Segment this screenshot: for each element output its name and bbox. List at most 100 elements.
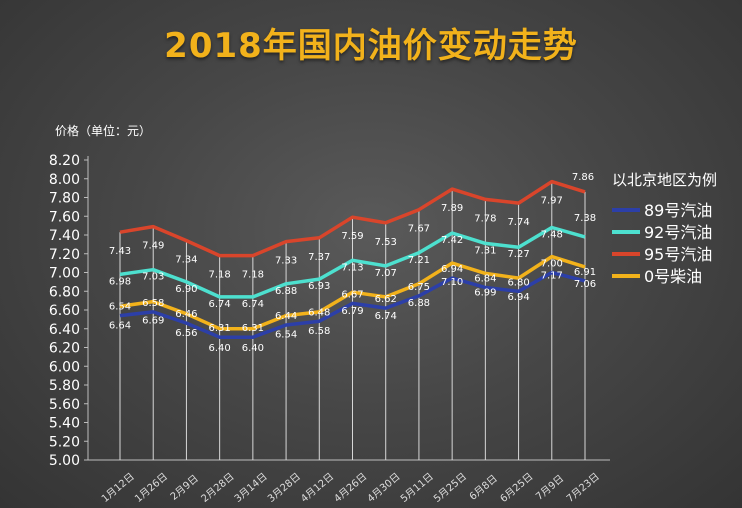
- data-label: 6.93: [308, 281, 330, 292]
- data-label: 6.94: [441, 264, 463, 275]
- data-label: 7.07: [375, 268, 397, 279]
- data-label: 7.97: [541, 196, 563, 207]
- series-line-95号汽油: [119, 179, 586, 258]
- data-label: 7.67: [408, 224, 430, 235]
- x-tick-label: 5月25日: [431, 471, 469, 505]
- data-label: 6.31: [242, 323, 264, 334]
- data-label: 6.74: [375, 311, 397, 322]
- data-label: 6.46: [175, 309, 197, 320]
- data-label: 7.31: [474, 245, 496, 256]
- data-label: 6.98: [109, 276, 131, 287]
- data-label: 6.40: [242, 343, 264, 354]
- data-label: 7.21: [408, 255, 430, 266]
- data-label: 6.58: [142, 298, 164, 309]
- y-tick-label: 6.20: [49, 341, 80, 357]
- data-label: 7.17: [541, 271, 563, 282]
- data-label: 6.84: [474, 274, 496, 285]
- y-tick-label: 6.80: [49, 284, 80, 300]
- data-label: 6.69: [142, 316, 164, 327]
- data-label: 7.89: [441, 203, 463, 214]
- series-line-92号汽油: [119, 225, 586, 299]
- y-tick-label: 5.20: [49, 434, 80, 450]
- y-tick-label: 7.40: [49, 228, 80, 244]
- data-label: 7.27: [507, 249, 529, 260]
- data-label: 7.74: [507, 217, 529, 228]
- data-label: 6.44: [275, 311, 297, 322]
- y-tick-label: 8.00: [49, 172, 80, 188]
- x-tick-label: 3月28日: [265, 471, 303, 505]
- y-tick-label: 5.60: [49, 397, 80, 413]
- y-tick-label: 6.40: [49, 322, 80, 338]
- data-label: 7.37: [308, 252, 330, 263]
- x-tick-label: 3月14日: [232, 471, 270, 505]
- data-label: 6.54: [109, 302, 131, 313]
- y-tick-label: 6.00: [49, 359, 80, 375]
- data-label: 6.48: [308, 307, 330, 318]
- data-label: 6.74: [209, 299, 231, 310]
- data-label: 6.58: [308, 326, 330, 337]
- y-tick-label: 5.00: [49, 453, 80, 469]
- data-label: 7.42: [441, 235, 463, 246]
- legend-label: 95号汽油: [644, 245, 712, 264]
- data-label: 7.34: [175, 255, 197, 266]
- y-axis-label: 价格（单位：元）: [55, 123, 151, 138]
- y-tick-label: 5.80: [49, 378, 80, 394]
- data-label: 7.10: [441, 277, 463, 288]
- legend-label: 92号汽油: [644, 223, 712, 242]
- data-label: 6.64: [109, 320, 131, 331]
- y-tick-label: 6.60: [49, 303, 80, 319]
- x-tick-label: 2月28日: [199, 471, 237, 505]
- data-label: 6.74: [242, 299, 264, 310]
- data-label: 6.67: [341, 289, 363, 300]
- y-tick-label: 7.00: [49, 266, 80, 282]
- data-label: 7.53: [375, 237, 397, 248]
- y-tick-label: 7.20: [49, 247, 80, 263]
- series-line-89号汽油: [119, 270, 586, 339]
- data-label: 7.43: [109, 246, 131, 257]
- data-label: 6.99: [474, 287, 496, 298]
- data-label: 6.94: [507, 292, 529, 303]
- data-label: 6.75: [408, 282, 430, 293]
- data-label: 7.03: [142, 272, 164, 283]
- legend-label: 89号汽油: [644, 201, 712, 220]
- series-line-0号柴油: [119, 254, 586, 331]
- x-tick-label: 5月11日: [398, 471, 436, 505]
- data-label: 6.31: [209, 323, 231, 334]
- x-tick-label: 1月26日: [132, 471, 170, 505]
- legend-label: 0号柴油: [644, 267, 702, 286]
- x-tick-label: 4月30日: [365, 471, 403, 505]
- data-label: 7.38: [574, 213, 596, 224]
- x-tick-label: 4月26日: [332, 471, 370, 505]
- data-label: 7.59: [341, 231, 363, 242]
- data-label: 6.62: [375, 294, 397, 305]
- data-label: 7.18: [209, 270, 231, 281]
- data-label: 7.13: [341, 262, 363, 273]
- x-tick-label: 2月9日: [168, 473, 201, 503]
- data-label: 7.48: [541, 230, 563, 241]
- data-label: 6.88: [275, 286, 297, 297]
- legend-title: 以北京地区为例: [612, 171, 717, 189]
- data-label: 7.00: [541, 259, 563, 270]
- data-label: 6.91: [574, 267, 596, 278]
- y-tick-label: 5.40: [49, 416, 80, 432]
- data-label: 7.18: [242, 270, 264, 281]
- data-label: 7.33: [275, 256, 297, 267]
- data-label: 6.54: [275, 330, 297, 341]
- x-tick-label: 7月23日: [564, 471, 602, 505]
- x-tick-label: 7月9日: [533, 473, 566, 503]
- data-label: 6.56: [175, 328, 197, 339]
- y-tick-label: 7.80: [49, 191, 80, 207]
- x-tick-label: 4月12日: [299, 471, 337, 505]
- x-tick-label: 1月12日: [99, 471, 137, 505]
- x-tick-label: 6月25日: [498, 471, 536, 505]
- data-label: 6.80: [507, 277, 529, 288]
- chart-title: 2018年国内油价变动走势: [164, 26, 578, 66]
- data-label: 6.79: [341, 306, 363, 317]
- data-label: 7.06: [574, 279, 596, 290]
- data-label: 6.88: [408, 298, 430, 309]
- y-tick-label: 8.20: [49, 153, 80, 169]
- x-tick-label: 6月8日: [467, 473, 500, 503]
- data-label: 6.40: [209, 343, 231, 354]
